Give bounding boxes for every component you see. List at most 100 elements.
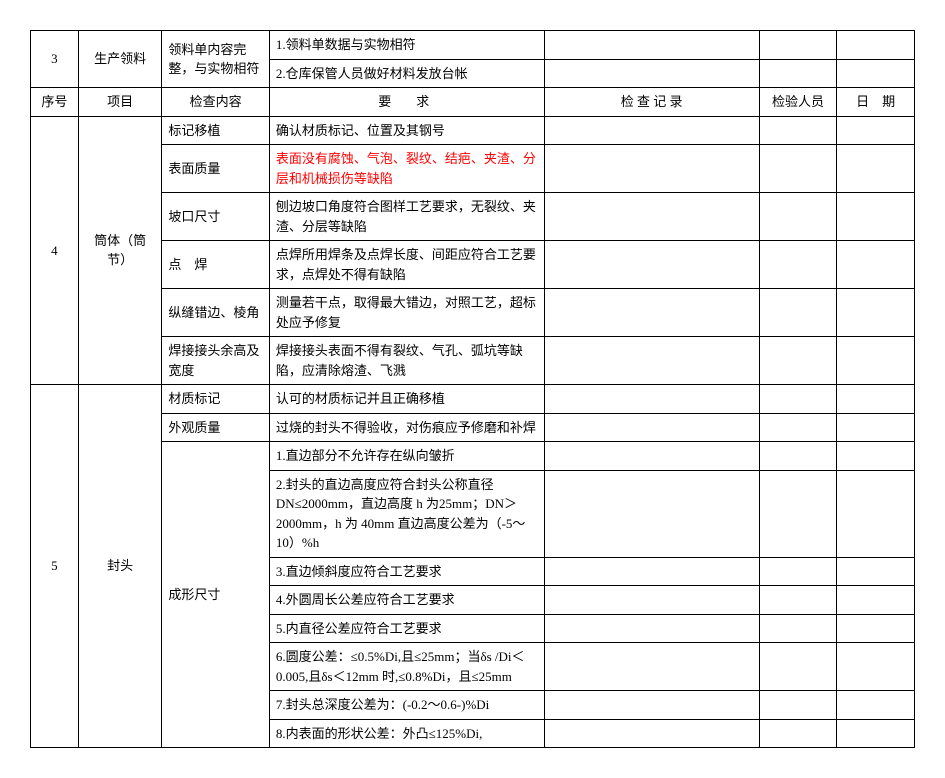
header-seq: 序号: [31, 88, 79, 117]
date-cell: [837, 442, 915, 471]
item-cell: 封头: [78, 385, 162, 748]
check-cell: 表面质量: [162, 145, 270, 193]
date-cell: [837, 289, 915, 337]
insp-cell: [759, 337, 837, 385]
insp-cell: [759, 691, 837, 720]
insp-cell: [759, 193, 837, 241]
date-cell: [837, 337, 915, 385]
req-cell: 8.内表面的形状公差：外凸≤125%Di,: [269, 719, 544, 748]
rec-cell: [544, 241, 759, 289]
date-cell: [837, 413, 915, 442]
table-row: 纵缝错边、棱角 测量若干点，取得最大错边，对照工艺，超标处应予修复: [31, 289, 915, 337]
item-cell: 筒体（筒节）: [78, 116, 162, 385]
date-cell: [837, 614, 915, 643]
header-date: 日 期: [837, 88, 915, 117]
insp-cell: [759, 719, 837, 748]
rec-cell: [544, 337, 759, 385]
insp-cell: [759, 385, 837, 414]
req-cell: 表面没有腐蚀、气泡、裂纹、结疤、夹渣、分层和机械损伤等缺陷: [269, 145, 544, 193]
rec-cell: [544, 31, 759, 60]
header-insp: 检验人员: [759, 88, 837, 117]
date-cell: [837, 586, 915, 615]
req-cell: 5.内直径公差应符合工艺要求: [269, 614, 544, 643]
check-cell: 成形尺寸: [162, 442, 270, 748]
rec-cell: [544, 470, 759, 557]
insp-cell: [759, 116, 837, 145]
date-cell: [837, 31, 915, 60]
table-row: 焊接接头余高及宽度 焊接接头表面不得有裂纹、气孔、弧坑等缺陷，应清除熔渣、飞溅: [31, 337, 915, 385]
header-item: 项目: [78, 88, 162, 117]
req-cell: 2.封头的直边高度应符合封头公称直径DN≤2000mm，直边高度 h 为25mm…: [269, 470, 544, 557]
insp-cell: [759, 289, 837, 337]
table-row: 表面质量 表面没有腐蚀、气泡、裂纹、结疤、夹渣、分层和机械损伤等缺陷: [31, 145, 915, 193]
inspection-table: 3 生产领料 领料单内容完整，与实物相符 1.领料单数据与实物相符 2.仓库保管…: [30, 30, 915, 748]
rec-cell: [544, 586, 759, 615]
seq-cell: 5: [31, 385, 79, 748]
check-cell: 点 焊: [162, 241, 270, 289]
date-cell: [837, 59, 915, 88]
rec-cell: [544, 413, 759, 442]
seq-cell: 4: [31, 116, 79, 385]
rec-cell: [544, 643, 759, 691]
req-cell: 7.封头总深度公差为：(-0.2～0.6-)%Di: [269, 691, 544, 720]
insp-cell: [759, 413, 837, 442]
check-cell: 纵缝错边、棱角: [162, 289, 270, 337]
insp-cell: [759, 442, 837, 471]
date-cell: [837, 691, 915, 720]
rec-cell: [544, 59, 759, 88]
req-cell: 1.直边部分不允许存在纵向皱折: [269, 442, 544, 471]
date-cell: [837, 643, 915, 691]
seq-cell: 3: [31, 31, 79, 88]
req-cell: 4.外圆周长公差应符合工艺要求: [269, 586, 544, 615]
table-row: 3 生产领料 领料单内容完整，与实物相符 1.领料单数据与实物相符: [31, 31, 915, 60]
rec-cell: [544, 442, 759, 471]
date-cell: [837, 241, 915, 289]
check-cell: 标记移植: [162, 116, 270, 145]
insp-cell: [759, 145, 837, 193]
date-cell: [837, 557, 915, 586]
item-cell: 生产领料: [78, 31, 162, 88]
rec-cell: [544, 691, 759, 720]
check-cell: 材质标记: [162, 385, 270, 414]
date-cell: [837, 719, 915, 748]
rec-cell: [544, 614, 759, 643]
check-cell: 焊接接头余高及宽度: [162, 337, 270, 385]
date-cell: [837, 470, 915, 557]
check-cell: 外观质量: [162, 413, 270, 442]
rec-cell: [544, 719, 759, 748]
insp-cell: [759, 470, 837, 557]
check-cell: 领料单内容完整，与实物相符: [162, 31, 270, 88]
insp-cell: [759, 241, 837, 289]
header-req: 要 求: [269, 88, 544, 117]
rec-cell: [544, 116, 759, 145]
date-cell: [837, 193, 915, 241]
check-cell: 坡口尺寸: [162, 193, 270, 241]
req-cell: 刨边坡口角度符合图样工艺要求，无裂纹、夹渣、分层等缺陷: [269, 193, 544, 241]
rec-cell: [544, 385, 759, 414]
table-header-row: 序号 项目 检查内容 要 求 检 查 记 录 检验人员 日 期: [31, 88, 915, 117]
req-cell: 过烧的封头不得验收，对伤痕应予修磨和补焊: [269, 413, 544, 442]
req-cell: 1.领料单数据与实物相符: [269, 31, 544, 60]
table-row: 5 封头 材质标记 认可的材质标记并且正确移植: [31, 385, 915, 414]
insp-cell: [759, 59, 837, 88]
table-row: 点 焊 点焊所用焊条及点焊长度、间距应符合工艺要求，点焊处不得有缺陷: [31, 241, 915, 289]
date-cell: [837, 385, 915, 414]
insp-cell: [759, 586, 837, 615]
date-cell: [837, 116, 915, 145]
insp-cell: [759, 557, 837, 586]
rec-cell: [544, 557, 759, 586]
req-cell: 2.仓库保管人员做好材料发放台帐: [269, 59, 544, 88]
table-row: 成形尺寸 1.直边部分不允许存在纵向皱折: [31, 442, 915, 471]
date-cell: [837, 145, 915, 193]
insp-cell: [759, 643, 837, 691]
req-cell: 点焊所用焊条及点焊长度、间距应符合工艺要求，点焊处不得有缺陷: [269, 241, 544, 289]
req-cell: 6.圆度公差：≤0.5%Di,且≤25mm；当δs /Di＜0.005,且δs＜…: [269, 643, 544, 691]
req-cell: 3.直边倾斜度应符合工艺要求: [269, 557, 544, 586]
rec-cell: [544, 289, 759, 337]
insp-cell: [759, 31, 837, 60]
table-row: 外观质量 过烧的封头不得验收，对伤痕应予修磨和补焊: [31, 413, 915, 442]
insp-cell: [759, 614, 837, 643]
header-check: 检查内容: [162, 88, 270, 117]
header-rec: 检 查 记 录: [544, 88, 759, 117]
rec-cell: [544, 145, 759, 193]
